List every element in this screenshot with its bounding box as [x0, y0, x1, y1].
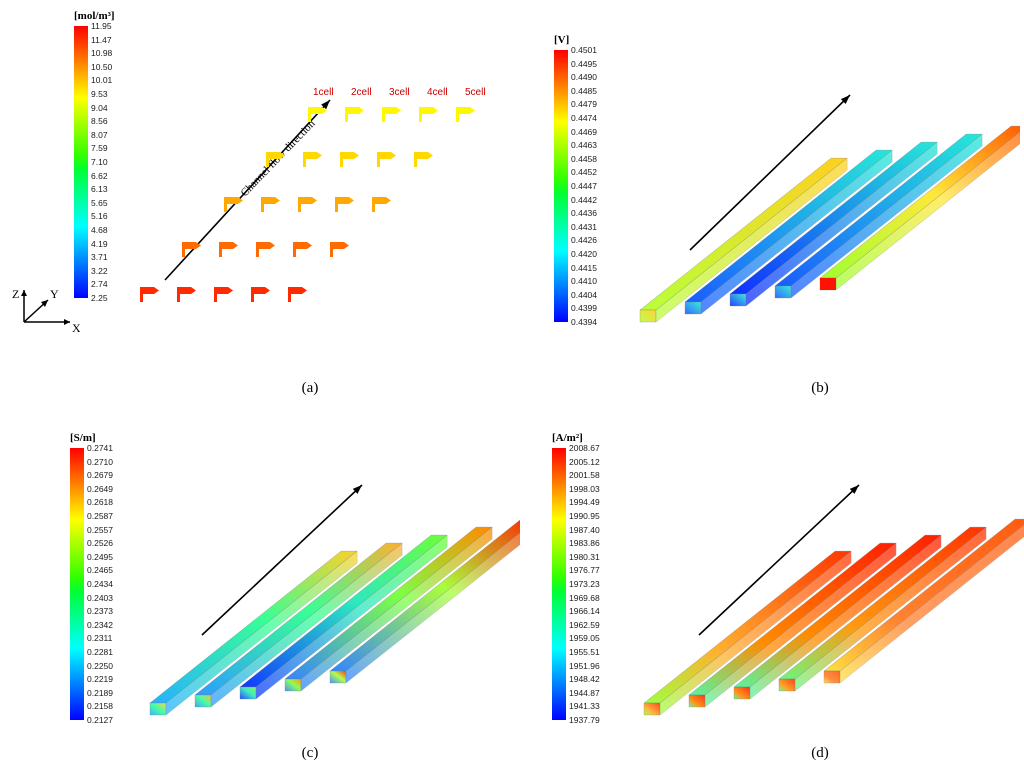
colorbar-a: [mol/m³] 11.9511.4710.9810.5010.019.539.…	[74, 10, 115, 298]
panel-c-figure	[130, 455, 520, 745]
sublabel-b: (b)	[800, 380, 840, 397]
svg-text:3cell: 3cell	[389, 87, 410, 98]
sublabel-d: (d)	[800, 745, 840, 762]
svg-text:X: X	[72, 321, 80, 335]
svg-text:4cell: 4cell	[427, 87, 448, 98]
axes-xyz: X Z Y	[4, 286, 80, 338]
panel-d-figure	[624, 455, 1024, 745]
svg-text:1cell: 1cell	[313, 87, 334, 98]
colorbar-c: [S/m] 0.27410.27100.26790.26490.26180.25…	[70, 432, 96, 720]
sublabel-c: (c)	[290, 745, 330, 762]
colorbar-d: [A/m²] 2008.672005.122001.581998.031994.…	[552, 432, 583, 720]
svg-text:5cell: 5cell	[465, 87, 486, 98]
panel-b-figure	[620, 55, 1020, 345]
svg-text:Y: Y	[50, 287, 59, 301]
svg-text:2cell: 2cell	[351, 87, 372, 98]
panel-a-figure: Channel flow direction1cell2cell3cell4ce…	[125, 55, 495, 315]
colorbar-b: [V] 0.45010.44950.44900.44850.44790.4474…	[554, 34, 569, 322]
colorbar-b-unit: [V]	[554, 34, 569, 46]
sublabel-a: (a)	[290, 380, 330, 397]
svg-text:Z: Z	[12, 287, 19, 301]
